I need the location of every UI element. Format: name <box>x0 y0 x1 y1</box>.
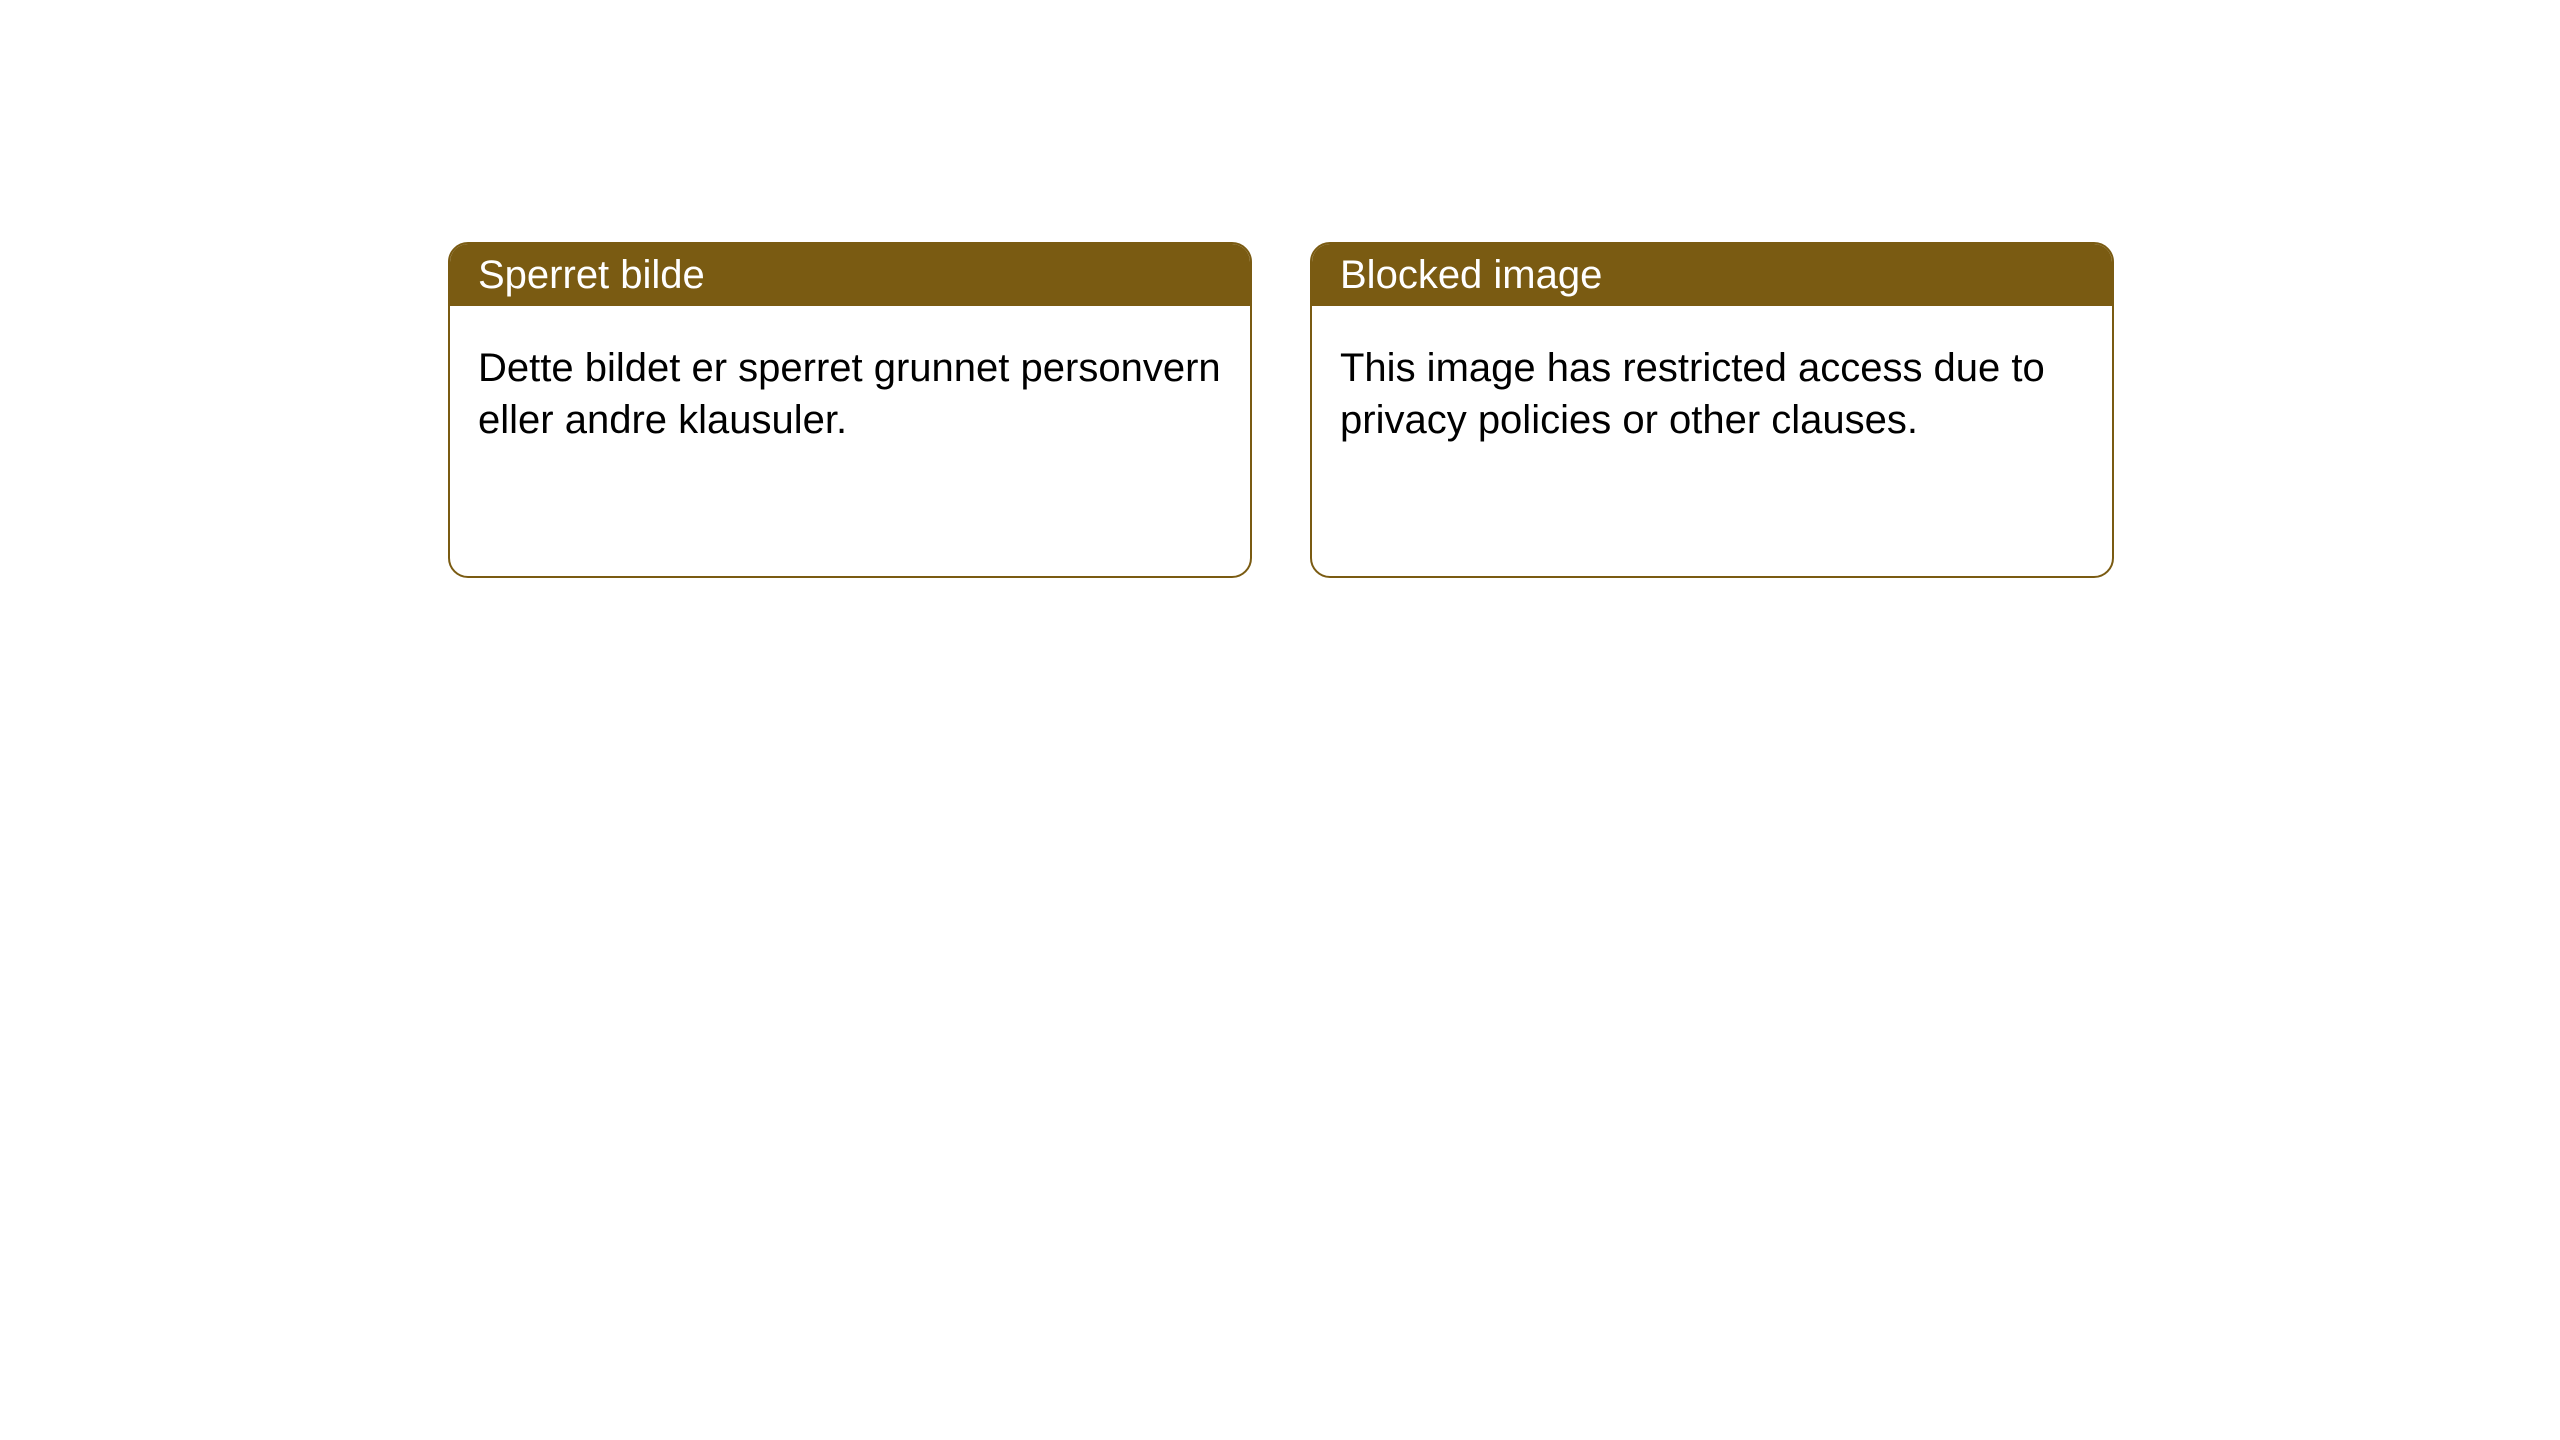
notice-body-norwegian: Dette bildet er sperret grunnet personve… <box>450 306 1250 482</box>
notice-header-norwegian: Sperret bilde <box>450 244 1250 306</box>
notice-container: Sperret bilde Dette bildet er sperret gr… <box>0 0 2560 578</box>
notice-text-english: This image has restricted access due to … <box>1340 346 2045 442</box>
notice-box-norwegian: Sperret bilde Dette bildet er sperret gr… <box>448 242 1252 578</box>
notice-box-english: Blocked image This image has restricted … <box>1310 242 2114 578</box>
notice-header-english: Blocked image <box>1312 244 2112 306</box>
notice-title-english: Blocked image <box>1340 253 1602 298</box>
notice-title-norwegian: Sperret bilde <box>478 253 705 298</box>
notice-text-norwegian: Dette bildet er sperret grunnet personve… <box>478 346 1221 442</box>
notice-body-english: This image has restricted access due to … <box>1312 306 2112 482</box>
